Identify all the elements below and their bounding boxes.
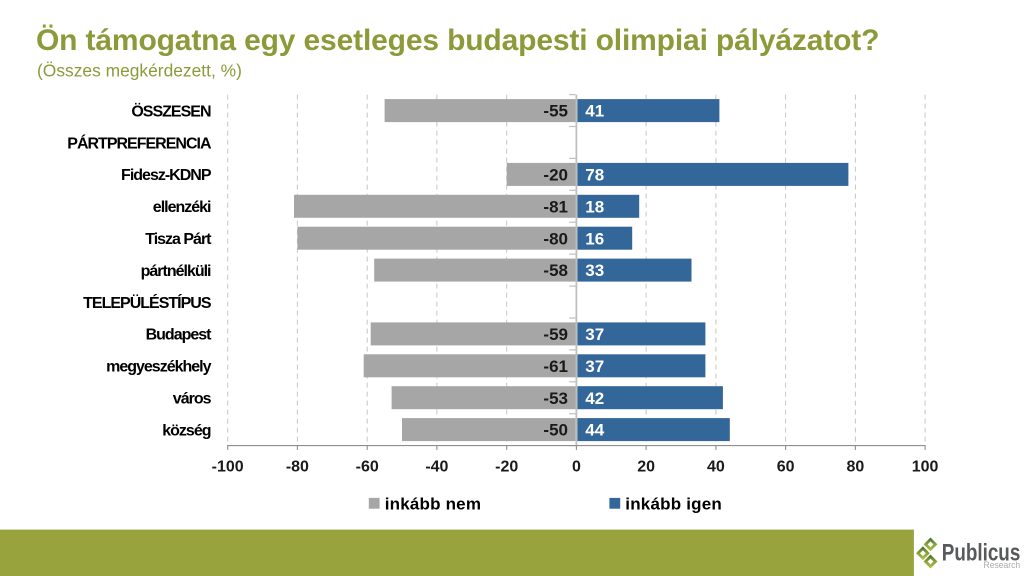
svg-text:-20: -20 (543, 166, 568, 185)
svg-text:-80: -80 (543, 229, 568, 248)
svg-text:37: 37 (585, 357, 604, 376)
svg-text:(Összes megkérdezett, %): (Összes megkérdezett, %) (37, 61, 242, 81)
svg-text:TELEPÜLÉSTÍPUS: TELEPÜLÉSTÍPUS (83, 293, 212, 312)
svg-text:60: 60 (777, 459, 795, 476)
svg-text:-81: -81 (543, 197, 568, 216)
svg-text:40: 40 (707, 459, 725, 476)
svg-text:-55: -55 (543, 102, 568, 121)
svg-text:44: 44 (585, 421, 604, 440)
svg-text:Tisza Párt: Tisza Párt (145, 231, 212, 248)
svg-text:-50: -50 (543, 421, 568, 440)
svg-text:37: 37 (585, 325, 604, 344)
svg-text:Ön támogatna egy esetleges bud: Ön támogatna egy esetleges budapesti oli… (36, 24, 879, 57)
svg-text:100: 100 (912, 459, 939, 476)
svg-text:megyeszékhely: megyeszékhely (106, 359, 212, 376)
svg-text:Budapest: Budapest (146, 327, 213, 344)
svg-text:Fidesz-KDNP: Fidesz-KDNP (121, 167, 212, 184)
svg-text:-60: -60 (356, 459, 379, 476)
svg-text:község: község (162, 422, 210, 439)
svg-text:Publicus: Publicus (942, 539, 1021, 566)
svg-text:0: 0 (572, 459, 581, 476)
svg-text:PÁRTPREFERENCIA: PÁRTPREFERENCIA (67, 133, 212, 152)
svg-text:33: 33 (585, 261, 604, 280)
svg-text:80: 80 (847, 459, 865, 476)
svg-text:41: 41 (585, 102, 604, 121)
svg-text:16: 16 (585, 229, 604, 248)
svg-text:inkább nem: inkább nem (385, 494, 481, 513)
svg-text:-100: -100 (212, 459, 244, 476)
svg-text:-20: -20 (495, 459, 518, 476)
svg-text:-61: -61 (543, 357, 568, 376)
svg-text:ÖSSZESEN: ÖSSZESEN (131, 101, 211, 120)
svg-text:ellenzéki: ellenzéki (153, 199, 211, 216)
svg-text:pártnélküli: pártnélküli (141, 263, 211, 280)
svg-text:Research: Research (984, 560, 1021, 571)
svg-text:város: város (173, 391, 212, 408)
svg-text:inkább igen: inkább igen (625, 494, 722, 513)
svg-text:18: 18 (585, 197, 604, 216)
svg-text:20: 20 (637, 459, 655, 476)
svg-text:42: 42 (585, 389, 604, 408)
svg-text:-53: -53 (543, 389, 568, 408)
svg-text:78: 78 (585, 166, 604, 185)
svg-text:-58: -58 (543, 261, 568, 280)
svg-text:-40: -40 (425, 459, 448, 476)
svg-text:-59: -59 (543, 325, 568, 344)
svg-text:-80: -80 (286, 459, 309, 476)
